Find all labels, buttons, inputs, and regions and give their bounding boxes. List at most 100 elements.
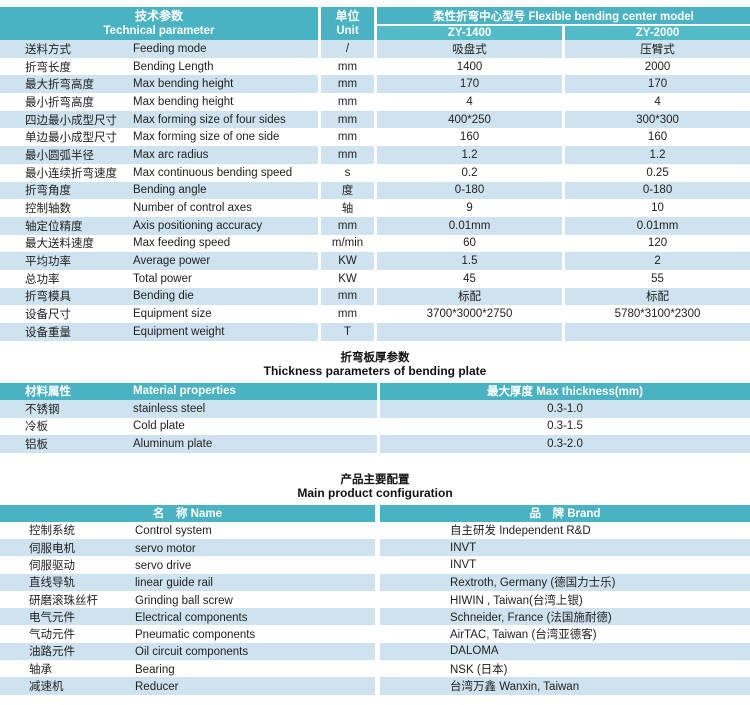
thickness-section-title-zh: 折弯板厚参数 bbox=[340, 351, 410, 364]
config-section-title-en: Main product configuration bbox=[297, 485, 453, 500]
param-name-zh: 单边最小成型尺寸 bbox=[25, 132, 117, 145]
value-zy1400-cell: 170 bbox=[374, 75, 563, 94]
header-unit: 单位 Unit bbox=[318, 7, 375, 40]
unit-cell: mm bbox=[318, 110, 375, 129]
header-material-zh: 材料属性 bbox=[0, 382, 128, 401]
value-zy2000-cell: 300*300 bbox=[562, 110, 750, 129]
unit-cell: KW bbox=[318, 252, 375, 270]
table-row: 伺服驱动 servo drive INVT bbox=[0, 556, 750, 574]
component-brand-cell: HIWIN , Taiwan(台湾上银) bbox=[375, 590, 750, 609]
component-name-zh: 轴承 bbox=[29, 663, 52, 676]
component-name-en: servo drive bbox=[135, 559, 192, 572]
value-zy1400-cell: 0-180 bbox=[374, 181, 563, 200]
param-name-zh: 控制轴数 bbox=[25, 203, 71, 216]
material-zh: 铝板 bbox=[0, 435, 128, 453]
header-name: 名 称 Name bbox=[0, 504, 375, 522]
unit-cell: mm bbox=[318, 128, 374, 147]
header-unit-zh: 单位 bbox=[335, 9, 360, 23]
unit-cell: KW bbox=[318, 269, 374, 288]
header-brand: 品 牌 Brand bbox=[375, 504, 750, 522]
component-name-cell: 油路元件 Oil circuit components bbox=[0, 642, 375, 661]
param-name-en: Total power bbox=[133, 272, 192, 285]
param-name-zh: 折弯角度 bbox=[0, 181, 128, 200]
component-name-zh: 电气元件 bbox=[29, 611, 75, 624]
technical-parameters-table: 技术参数 Technical parameter 单位 Unit 柔性折弯中心型… bbox=[0, 7, 750, 341]
param-name-zh: 最小折弯高度 bbox=[25, 96, 94, 109]
value-zy1400-cell: 400*250 bbox=[374, 110, 563, 129]
table-row: 研磨滚珠丝杆 Grinding ball screw HIWIN , Taiwan… bbox=[0, 590, 750, 609]
table-row: 油路元件 Oil circuit components DALOMA bbox=[0, 642, 750, 661]
value-zy1400-cell: 0.01mm bbox=[374, 216, 563, 235]
header-technical-parameter-en: Technical parameter bbox=[103, 25, 215, 37]
table-row: 气动元件 Pneumatic components AirTAC, Taiwan … bbox=[0, 625, 750, 643]
component-name-cell: 伺服驱动 servo drive bbox=[0, 556, 375, 573]
component-name-zh: 研磨滚珠丝杆 bbox=[29, 594, 98, 607]
table-row: 折弯角度 Bending angle 度 0-180 0-180 bbox=[0, 181, 750, 200]
value-zy2000-cell: 170 bbox=[562, 75, 750, 94]
header-max-thickness: 最大厚度 Max thickness(mm) bbox=[377, 382, 750, 401]
table-row: 最大送料速度 Max feeding speed m/min 60 120 bbox=[0, 234, 750, 253]
table-row: 轴承 Bearing NSK (日本) bbox=[0, 660, 750, 678]
component-brand-cell: NSK (日本) bbox=[375, 660, 750, 678]
unit-cell: T bbox=[318, 323, 375, 341]
table-row: 直线导轨 linear guide rail Rextroth, Germany … bbox=[0, 573, 750, 591]
param-name-zh: 总功率 bbox=[25, 273, 60, 286]
material-en: stainless steel bbox=[128, 400, 377, 418]
thickness-section-title-en: Thickness parameters of bending plate bbox=[263, 363, 487, 378]
component-name-en: linear guide rail bbox=[135, 577, 213, 590]
max-thickness-cell: 0.3-1.5 bbox=[377, 417, 750, 436]
param-name-en: Equipment size bbox=[133, 308, 212, 321]
table-row: 不锈钢 stainless steel 0.3-1.0 bbox=[0, 400, 750, 418]
param-name-en: Max arc radius bbox=[128, 146, 319, 164]
value-zy1400-cell: 1.5 bbox=[374, 252, 563, 270]
material-zh: 不锈钢 bbox=[0, 400, 128, 418]
technical-parameters-body: 送料方式 Feeding mode / 吸盘式 压臂式 折弯长度 Bending… bbox=[0, 40, 750, 341]
table-row: 最小折弯高度 Max bending height mm 4 4 bbox=[0, 93, 750, 111]
value-zy1400-cell: 1.2 bbox=[374, 146, 563, 164]
table-row: 控制轴数 Number of control axes 轴 9 10 bbox=[0, 199, 750, 217]
component-name-cell: 减速机 Reducer bbox=[0, 677, 375, 695]
unit-cell: mm bbox=[318, 75, 375, 94]
param-name-en: Equipment weight bbox=[128, 323, 319, 341]
component-name-cell: 伺服电机 servo motor bbox=[0, 538, 375, 557]
value-zy2000-cell: 2 bbox=[562, 252, 750, 270]
header-material-en: Material properties bbox=[128, 382, 377, 401]
table-row: 送料方式 Feeding mode / 吸盘式 压臂式 bbox=[0, 40, 750, 58]
param-name-en: Number of control axes bbox=[133, 202, 252, 215]
component-name-cell: 研磨滚珠丝杆 Grinding ball screw bbox=[0, 591, 375, 608]
max-thickness-cell: 0.3-2.0 bbox=[377, 435, 750, 453]
value-zy2000-cell: 压臂式 bbox=[562, 40, 750, 58]
value-zy1400-cell: 160 bbox=[374, 128, 562, 147]
table-row: 轴定位精度 Axis positioning accuracy mm 0.01m… bbox=[0, 216, 750, 235]
component-name-cell: 控制系统 Control system bbox=[0, 522, 375, 539]
param-name-zh: 最大折弯高度 bbox=[0, 75, 128, 94]
table-row: 四边最小成型尺寸 Max forming size of four sides … bbox=[0, 110, 750, 129]
component-name-en: Control system bbox=[135, 525, 212, 538]
param-name-en: Axis positioning accuracy bbox=[128, 216, 319, 235]
table-row: 总功率 Total power KW 45 55 bbox=[0, 269, 750, 288]
unit-cell: mm bbox=[318, 216, 375, 235]
param-name-en: Max forming size of four sides bbox=[128, 110, 319, 129]
component-name-en: servo motor bbox=[135, 542, 196, 555]
component-name-zh: 直线导轨 bbox=[29, 577, 75, 590]
product-configuration-table: 名 称 Name 品 牌 Brand 控制系统 Control system 自主… bbox=[0, 504, 750, 695]
unit-cell: s bbox=[318, 163, 374, 182]
table-row: 最小连续折弯速度 Max continuous bending speed s … bbox=[0, 163, 750, 182]
value-zy1400-cell: 1400 bbox=[374, 57, 562, 76]
header-technical-parameter: 技术参数 Technical parameter bbox=[0, 7, 319, 40]
unit-cell: mm bbox=[318, 305, 374, 323]
table-row: 折弯模具 Bending die mm 标配 标配 bbox=[0, 287, 750, 306]
param-name-zh: 轴定位精度 bbox=[0, 216, 128, 235]
unit-cell: 轴 bbox=[318, 199, 374, 217]
component-brand-cell: INVT bbox=[375, 556, 750, 574]
component-name-cell: 气动元件 Pneumatic components bbox=[0, 625, 375, 642]
value-zy2000-cell: 55 bbox=[562, 269, 750, 288]
component-brand-cell: 台湾万鑫 Wanxin, Taiwan bbox=[375, 677, 750, 695]
header-unit-en: Unit bbox=[336, 25, 359, 37]
component-name-cell: 轴承 Bearing bbox=[0, 660, 375, 677]
value-zy2000-cell: 5780*3100*2300 bbox=[562, 305, 750, 323]
unit-cell: m/min bbox=[318, 234, 374, 253]
component-name-en: Oil circuit components bbox=[135, 646, 249, 659]
table-row: 单边最小成型尺寸 Max forming size of one side mm… bbox=[0, 128, 750, 147]
component-name-zh: 气动元件 bbox=[29, 629, 75, 642]
